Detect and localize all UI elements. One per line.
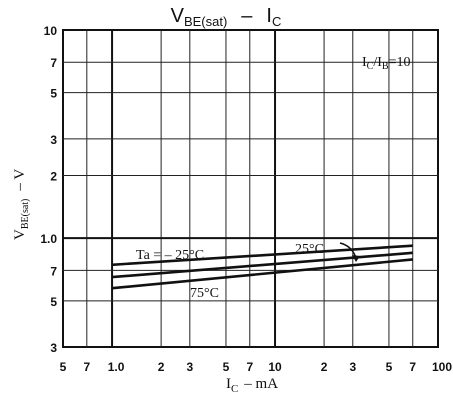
x-tick-label-6: 7 <box>246 360 253 374</box>
y-tick-label-0: 3 <box>50 341 57 355</box>
annotation-75c: 75°C <box>190 286 219 301</box>
x-tick-label-5: 5 <box>223 360 230 374</box>
x-axis-label-part-2: – mA <box>243 376 278 392</box>
series-line-1 <box>111 251 413 279</box>
x-tick-label-4: 3 <box>186 360 193 374</box>
condition-note-part-4: =10 <box>389 55 411 70</box>
y-tick-label-1: 5 <box>50 295 57 309</box>
y-tick-label-4: 2 <box>50 169 57 183</box>
x-axis-label-part-1: C <box>231 383 238 395</box>
y-tick-label-2: 7 <box>50 264 57 278</box>
x-tick-label-10: 5 <box>386 360 393 374</box>
annotation-ta: Ta = – 25°C <box>136 248 204 263</box>
condition-note: IC/IB=10 <box>362 55 410 72</box>
chart-title: VBE(sat) – IC <box>171 5 282 29</box>
condition-note-part-2: /I <box>373 55 382 70</box>
y-tick-label-8: 10 <box>44 24 58 38</box>
x-tick-label-8: 2 <box>321 360 328 374</box>
x-tick-label-2: 1.0 <box>108 360 125 374</box>
y-axis-label-part-2: – V <box>12 169 28 192</box>
x-tick-label-1: 7 <box>83 360 90 374</box>
y-tick-label-7: 7 <box>50 56 57 70</box>
y-tick-label-3: 1.0 <box>40 232 57 246</box>
annotation-25c-arrowhead <box>352 255 360 262</box>
x-tick-label-11: 7 <box>409 360 416 374</box>
x-tick-label-7: 10 <box>268 360 282 374</box>
condition-note-part-0: I <box>362 55 367 70</box>
y-tick-label-6: 5 <box>50 87 57 101</box>
chart-title-part-1: BE(sat) <box>184 14 227 29</box>
x-axis-label-part-0: I <box>226 376 231 392</box>
y-axis-label-part-1: BE(sat) <box>20 199 31 230</box>
x-axis-label: IC – mA <box>226 376 278 395</box>
series-line-2 <box>111 258 413 290</box>
chart-title-part-4: C <box>272 14 281 29</box>
plot-frame <box>62 29 439 348</box>
chart-title-part-2: – <box>241 5 253 27</box>
series-line-0 <box>111 244 413 267</box>
y-axis-label-part-0: V <box>12 229 28 240</box>
condition-note-part-1: C <box>367 61 374 72</box>
annotation-25c: 25°C <box>295 242 324 257</box>
y-axis-label: VBE(sat) – V <box>12 169 31 240</box>
y-tick-label-5: 3 <box>50 133 57 147</box>
x-tick-label-0: 5 <box>60 360 67 374</box>
x-tick-label-9: 3 <box>349 360 356 374</box>
x-tick-label-12: 100 <box>432 360 452 374</box>
x-tick-label-3: 2 <box>158 360 165 374</box>
chart-title-part-3: I <box>266 5 272 27</box>
condition-note-part-3: B <box>382 61 389 72</box>
chart-title-part-0: V <box>171 5 185 27</box>
